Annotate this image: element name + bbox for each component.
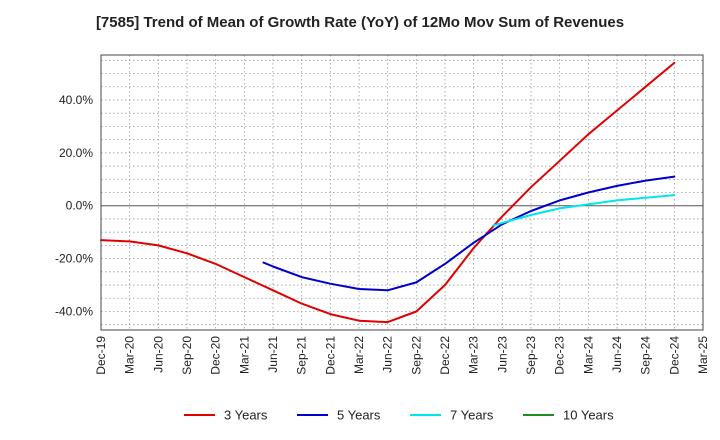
x-tick-label: Mar-20: [123, 336, 137, 374]
x-tick-label: Mar-22: [352, 336, 366, 374]
legend-label: 10 Years: [563, 408, 614, 423]
series-line-5-years: [262, 175, 676, 292]
x-tick-label: Sep-24: [639, 336, 653, 375]
legend-label: 3 Years: [224, 408, 268, 423]
y-axis-labels: 40.0% 20.0% 0.0% -20.0% -40.0%: [55, 93, 93, 319]
x-tick-label: Dec-20: [209, 336, 223, 375]
x-tick-label: Jun-22: [381, 336, 395, 373]
x-tick-label: Jun-20: [151, 336, 165, 373]
plot-area-border: [100, 54, 704, 331]
legend: 3 Years 5 Years 7 Years 10 Years: [184, 408, 614, 423]
x-tick-label: Sep-21: [295, 336, 309, 375]
legend-label: 5 Years: [337, 408, 381, 423]
x-tick-label: Mar-21: [237, 336, 251, 374]
x-tick-label: Dec-19: [94, 336, 108, 375]
y-tick-label: 40.0%: [59, 93, 93, 107]
x-tick-label: Mar-25: [696, 336, 710, 374]
series-line-3-years: [100, 61, 676, 324]
y-tick-label: -20.0%: [55, 252, 93, 266]
y-tick-label: 0.0%: [66, 199, 94, 213]
chart-title: [7585] Trend of Mean of Growth Rate (YoY…: [95, 14, 625, 31]
x-tick-label: Mar-24: [581, 336, 595, 374]
x-tick-label: Dec-23: [553, 336, 567, 375]
x-tick-label: Sep-23: [524, 336, 538, 375]
y-tick-label: 20.0%: [59, 146, 93, 160]
x-tick-label: Jun-24: [610, 336, 624, 373]
x-tick-label: Jun-21: [266, 336, 280, 373]
x-tick-label: Dec-24: [667, 336, 681, 375]
x-tick-label: Sep-20: [180, 336, 194, 375]
x-axis-labels: Dec-19 Mar-20 Jun-20 Sep-20 Dec-20 Mar-21 Jun-…: [94, 336, 710, 375]
legend-label: 7 Years: [450, 408, 494, 423]
x-tick-label: Dec-21: [323, 336, 337, 375]
x-tick-label: Sep-22: [409, 336, 423, 375]
x-tick-label: Jun-23: [495, 336, 509, 373]
series-line-7-years: [491, 194, 676, 227]
y-tick-label: -40.0%: [55, 304, 93, 318]
x-tick-label: Dec-22: [438, 336, 452, 375]
x-tick-label: Mar-23: [467, 336, 481, 374]
series-layer: [100, 61, 676, 324]
